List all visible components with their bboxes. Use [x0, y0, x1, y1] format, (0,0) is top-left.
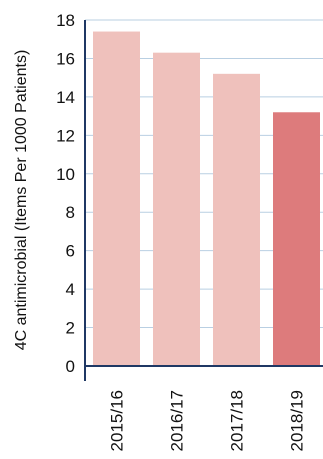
- x-tick-label: 2017/18: [228, 390, 247, 451]
- bar-2016-17: [153, 52, 200, 367]
- axes: [84, 20, 323, 381]
- y-axis-title: 4C antimicrobial (Items Per 1000 Patient…: [13, 50, 30, 351]
- x-tick-label: 2015/16: [108, 390, 127, 451]
- bars: [93, 31, 320, 367]
- y-tick-label: 8: [66, 203, 75, 222]
- y-tick-label: 14: [56, 88, 75, 107]
- x-tick-label: 2016/17: [168, 390, 187, 451]
- y-tick-label: 2: [66, 319, 75, 338]
- x-tick-labels: 2015/16 2016/17 2017/18 2018/19: [108, 390, 307, 451]
- bar-2017-18: [213, 73, 260, 367]
- bar-2018-19: [273, 112, 320, 367]
- y-tick-label: 10: [56, 165, 75, 184]
- y-tick-label: 4: [66, 280, 75, 299]
- x-tick-label: 2018/19: [288, 390, 307, 451]
- y-tick-label: 18: [56, 11, 75, 30]
- bar-2015-16: [93, 31, 140, 367]
- y-tick-label: 6: [66, 242, 75, 261]
- y-tick-label: 0: [66, 357, 75, 376]
- y-tick-label: 12: [56, 126, 75, 145]
- y-tick-labels: 0 2 4 6 8 10 12 14 16 18: [56, 11, 75, 376]
- y-tick-label: 16: [56, 49, 75, 68]
